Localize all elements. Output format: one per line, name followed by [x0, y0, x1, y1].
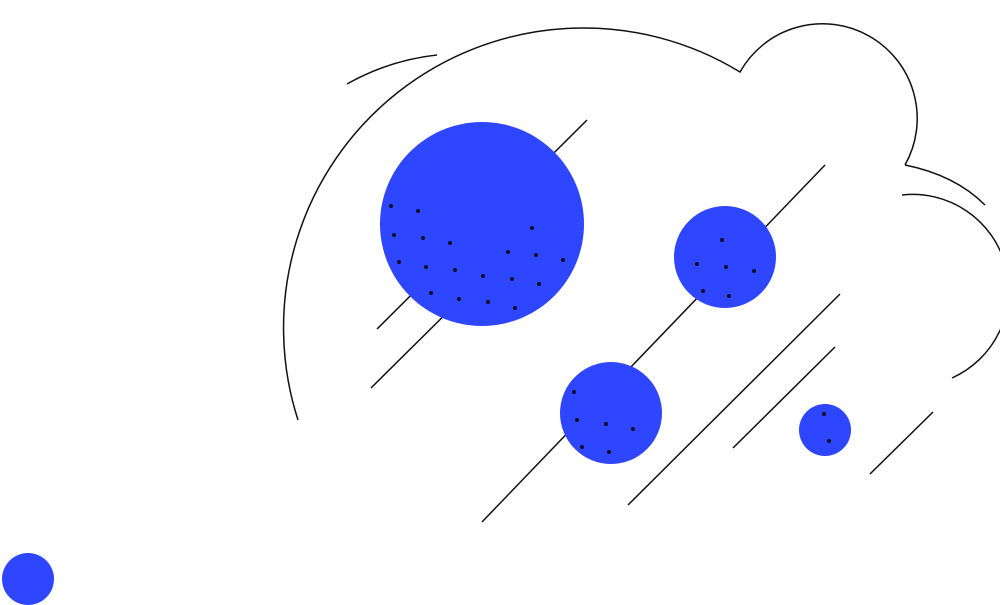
crater [631, 427, 635, 431]
crater [429, 291, 433, 295]
crater [421, 236, 425, 240]
streak [732, 346, 836, 449]
crater [720, 238, 724, 242]
crater [448, 241, 452, 245]
crater [457, 297, 461, 301]
crater [607, 450, 611, 454]
planet-medium [674, 206, 776, 308]
crater [561, 258, 565, 262]
crater [513, 306, 517, 310]
streak [869, 411, 934, 475]
crater [822, 412, 826, 416]
streak [627, 293, 841, 506]
crater [397, 260, 401, 264]
crater [534, 253, 538, 257]
crater [537, 282, 541, 286]
crater [416, 209, 420, 213]
crater [752, 269, 756, 273]
crater [580, 445, 584, 449]
planet-small [799, 404, 851, 456]
cloud-outline [282, 23, 1000, 421]
crater [506, 250, 510, 254]
crater [481, 274, 485, 278]
craters [389, 204, 831, 454]
crater [701, 289, 705, 293]
crater [453, 268, 457, 272]
streak [481, 164, 826, 523]
planets [2, 122, 851, 605]
crater [727, 294, 731, 298]
crater [695, 262, 699, 266]
cloud-accent-top [346, 54, 438, 85]
planet-medium [560, 362, 662, 464]
crater [724, 265, 728, 269]
crater [604, 422, 608, 426]
planet-large [380, 122, 584, 326]
crater [575, 418, 579, 422]
crater [424, 265, 428, 269]
crater [530, 226, 534, 230]
cloud-right-arc [901, 193, 1000, 379]
crater [392, 233, 396, 237]
cloud-accent-right [904, 164, 986, 206]
crater [572, 390, 576, 394]
crater [510, 277, 514, 281]
crater [389, 204, 393, 208]
cloud-main-arc [282, 23, 918, 421]
crater [827, 439, 831, 443]
planet-small [2, 553, 54, 605]
crater [486, 300, 490, 304]
